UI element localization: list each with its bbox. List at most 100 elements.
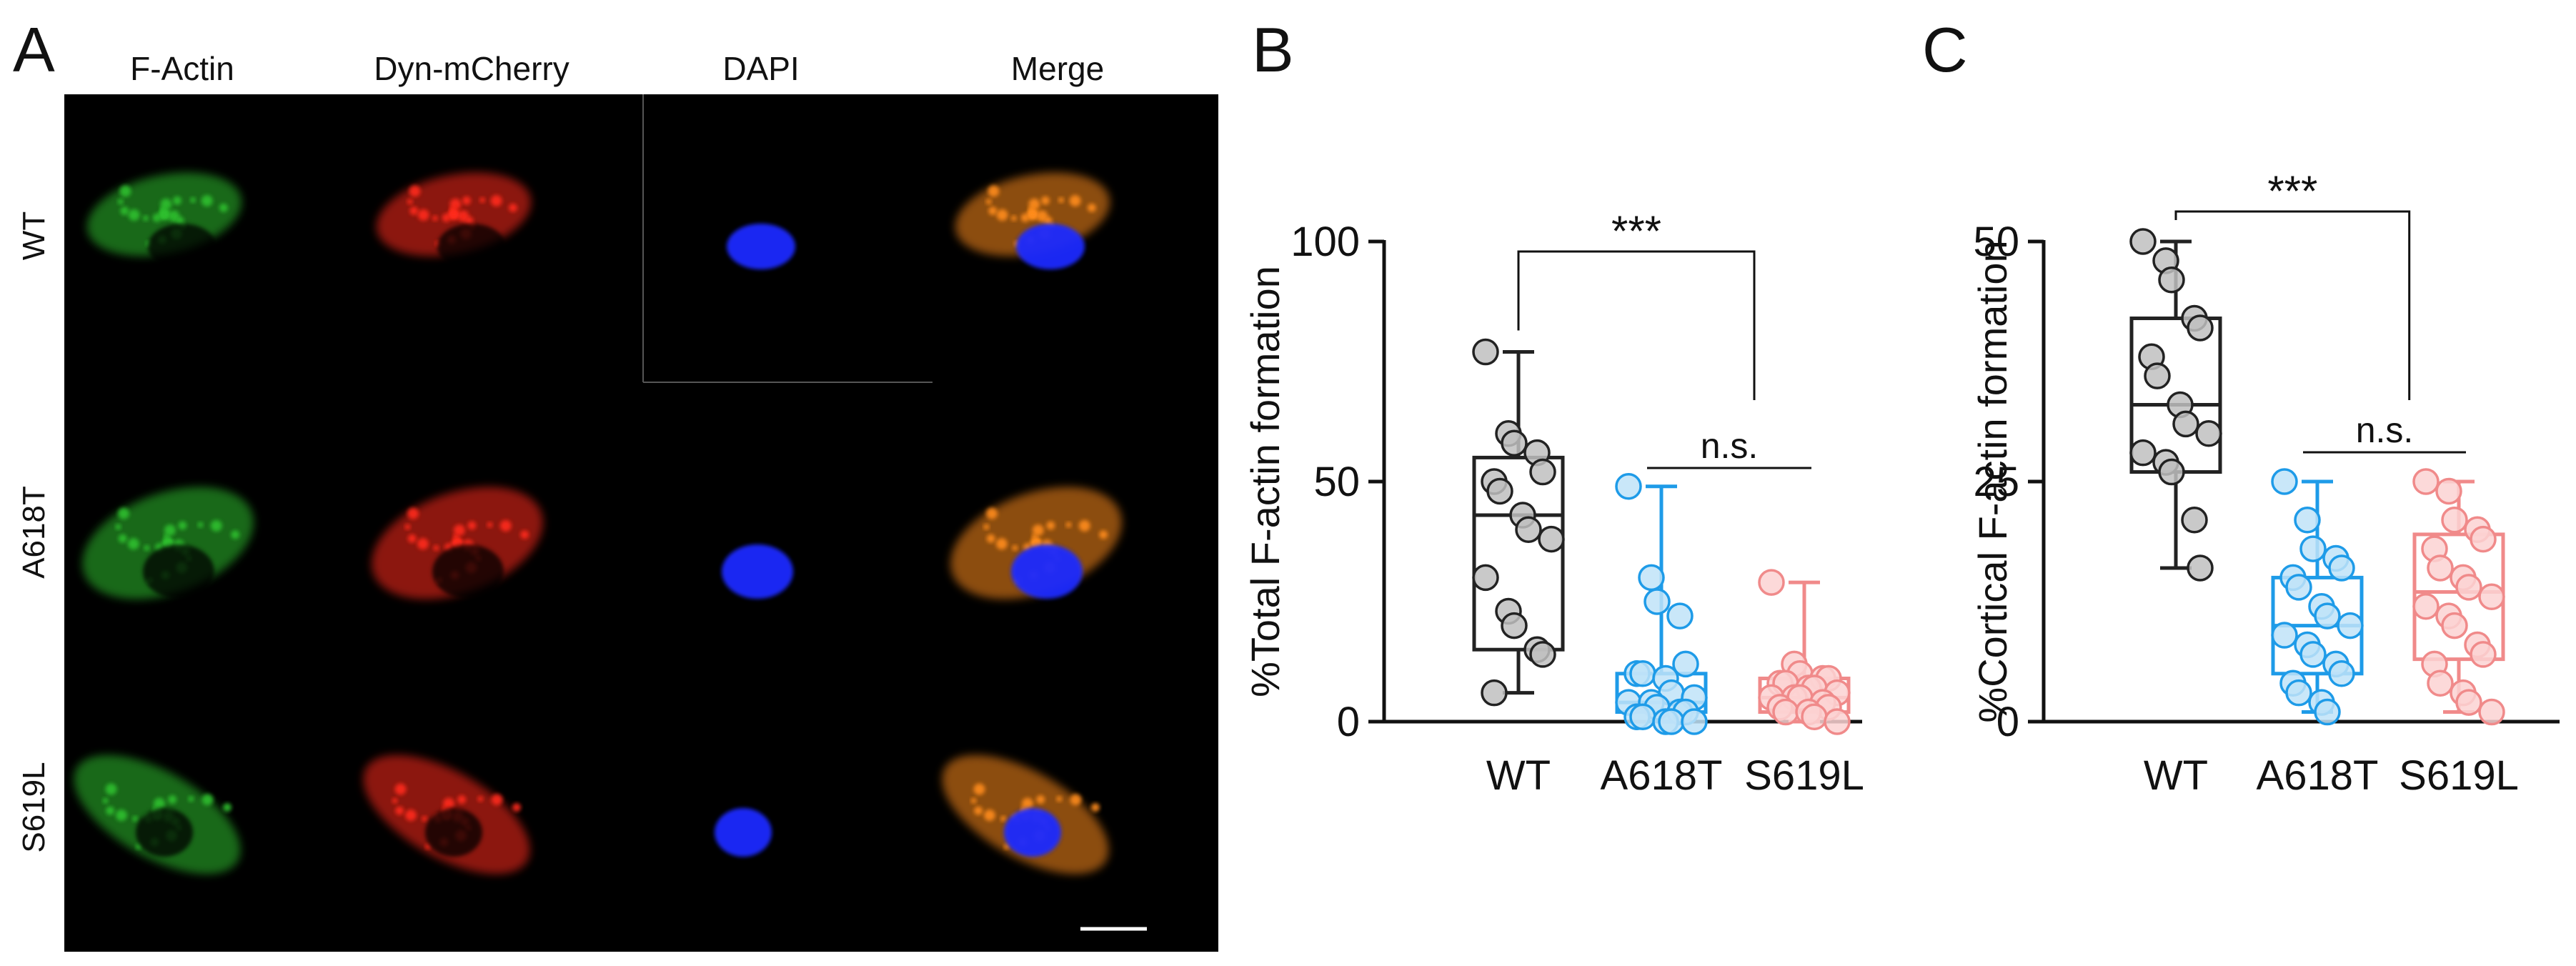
data-point (1501, 612, 1528, 639)
speckle (409, 206, 419, 216)
x-tick-label: S619L (1744, 752, 1864, 799)
speckle (404, 524, 411, 530)
ns-label: n.s. (1701, 426, 1759, 466)
speckle (986, 534, 995, 543)
data-point (2478, 583, 2505, 611)
nucleus (727, 224, 795, 269)
speckle (1032, 524, 1044, 537)
speckle (1028, 206, 1035, 212)
speckle (395, 806, 404, 815)
speckle (479, 196, 486, 203)
data-point (1529, 458, 1556, 486)
speckle (973, 783, 985, 795)
ns-label: n.s. (2356, 410, 2414, 450)
data-point (2294, 507, 2321, 534)
row-label-wt: WT (16, 211, 51, 260)
speckle (983, 810, 995, 822)
significance-bracket (2174, 210, 2411, 400)
y-tick-label: 25 (1973, 459, 2019, 505)
speckle (1033, 540, 1039, 546)
speckle (1099, 530, 1108, 539)
data-point (1472, 564, 1499, 592)
micrograph-s619l-f-actin (74, 755, 241, 875)
speckle (1078, 519, 1090, 532)
speckle (404, 810, 417, 822)
speckle (508, 203, 517, 212)
micrograph-wt-dapi (727, 224, 795, 269)
speckle (1043, 216, 1053, 226)
speckle (1031, 534, 1038, 540)
data-point (1538, 525, 1565, 553)
data-point (2427, 669, 2454, 697)
data-point (2328, 554, 2355, 582)
data-point (2455, 574, 2482, 601)
speckle (407, 507, 419, 519)
data-point (2337, 612, 2364, 639)
x-tick-label: WT (1486, 752, 1551, 799)
data-point (2129, 439, 2157, 467)
data-point (1515, 516, 1542, 543)
speckle (201, 195, 213, 207)
speckle (1012, 544, 1018, 551)
speckle (210, 519, 222, 532)
significance-label: *** (1611, 207, 1661, 255)
data-point (2314, 698, 2341, 726)
speckle (142, 215, 149, 221)
micrograph-a618t-dapi (722, 544, 793, 599)
significance-label: *** (2267, 167, 2317, 215)
nucleus-void (425, 808, 482, 857)
speckle (1046, 521, 1055, 530)
speckle (974, 806, 983, 815)
col-label-factin: F-Actin (130, 50, 234, 87)
panel-c-letter: C (1922, 14, 1968, 85)
data-point (1486, 477, 1513, 505)
data-point (1772, 698, 1799, 726)
data-point (1824, 708, 1851, 735)
micrograph-wt-merge (955, 172, 1110, 269)
speckle (454, 540, 460, 546)
data-point (1672, 650, 1699, 678)
speckle (168, 795, 177, 805)
speckle (407, 199, 413, 205)
speckle (1065, 522, 1072, 528)
speckle (457, 795, 467, 805)
speckle (452, 534, 459, 540)
speckle (106, 806, 115, 815)
panel-a-letter: A (13, 14, 55, 85)
speckle (462, 196, 471, 205)
data-point (2455, 689, 2482, 716)
nucleus-void (148, 224, 217, 269)
data-point (1638, 564, 1665, 592)
speckle (175, 216, 184, 226)
row-label-a618t: A618T (16, 486, 51, 579)
nucleus (722, 544, 793, 599)
data-point (1758, 569, 1785, 596)
col-label-merge: Merge (1011, 50, 1104, 87)
data-point (2441, 507, 2468, 534)
data-point (1472, 338, 1499, 366)
speckle (988, 206, 998, 216)
data-point (2435, 477, 2462, 505)
speckle (231, 530, 240, 539)
data-point (1643, 588, 1671, 615)
speckle (128, 209, 140, 221)
x-tick-label: WT (2144, 752, 2208, 799)
speckle (453, 524, 465, 537)
svg-text:A618T: A618T (16, 486, 51, 579)
data-point (1629, 660, 1656, 687)
micrograph-wt-dyn-mcherry (376, 172, 532, 269)
speckle (1010, 215, 1017, 221)
data-point (2187, 314, 2214, 342)
speckle (1040, 196, 1050, 205)
speckle (988, 185, 1000, 197)
speckle (1087, 203, 1096, 212)
speckle (1069, 195, 1081, 207)
speckle (392, 797, 398, 804)
speckle (144, 544, 150, 551)
y-tick-label: 100 (1291, 219, 1360, 265)
speckle (491, 794, 503, 806)
speckle (995, 538, 1008, 550)
data-point (2314, 602, 2341, 629)
micrograph-s619l-dyn-mcherry (363, 755, 530, 875)
speckle (432, 215, 438, 221)
